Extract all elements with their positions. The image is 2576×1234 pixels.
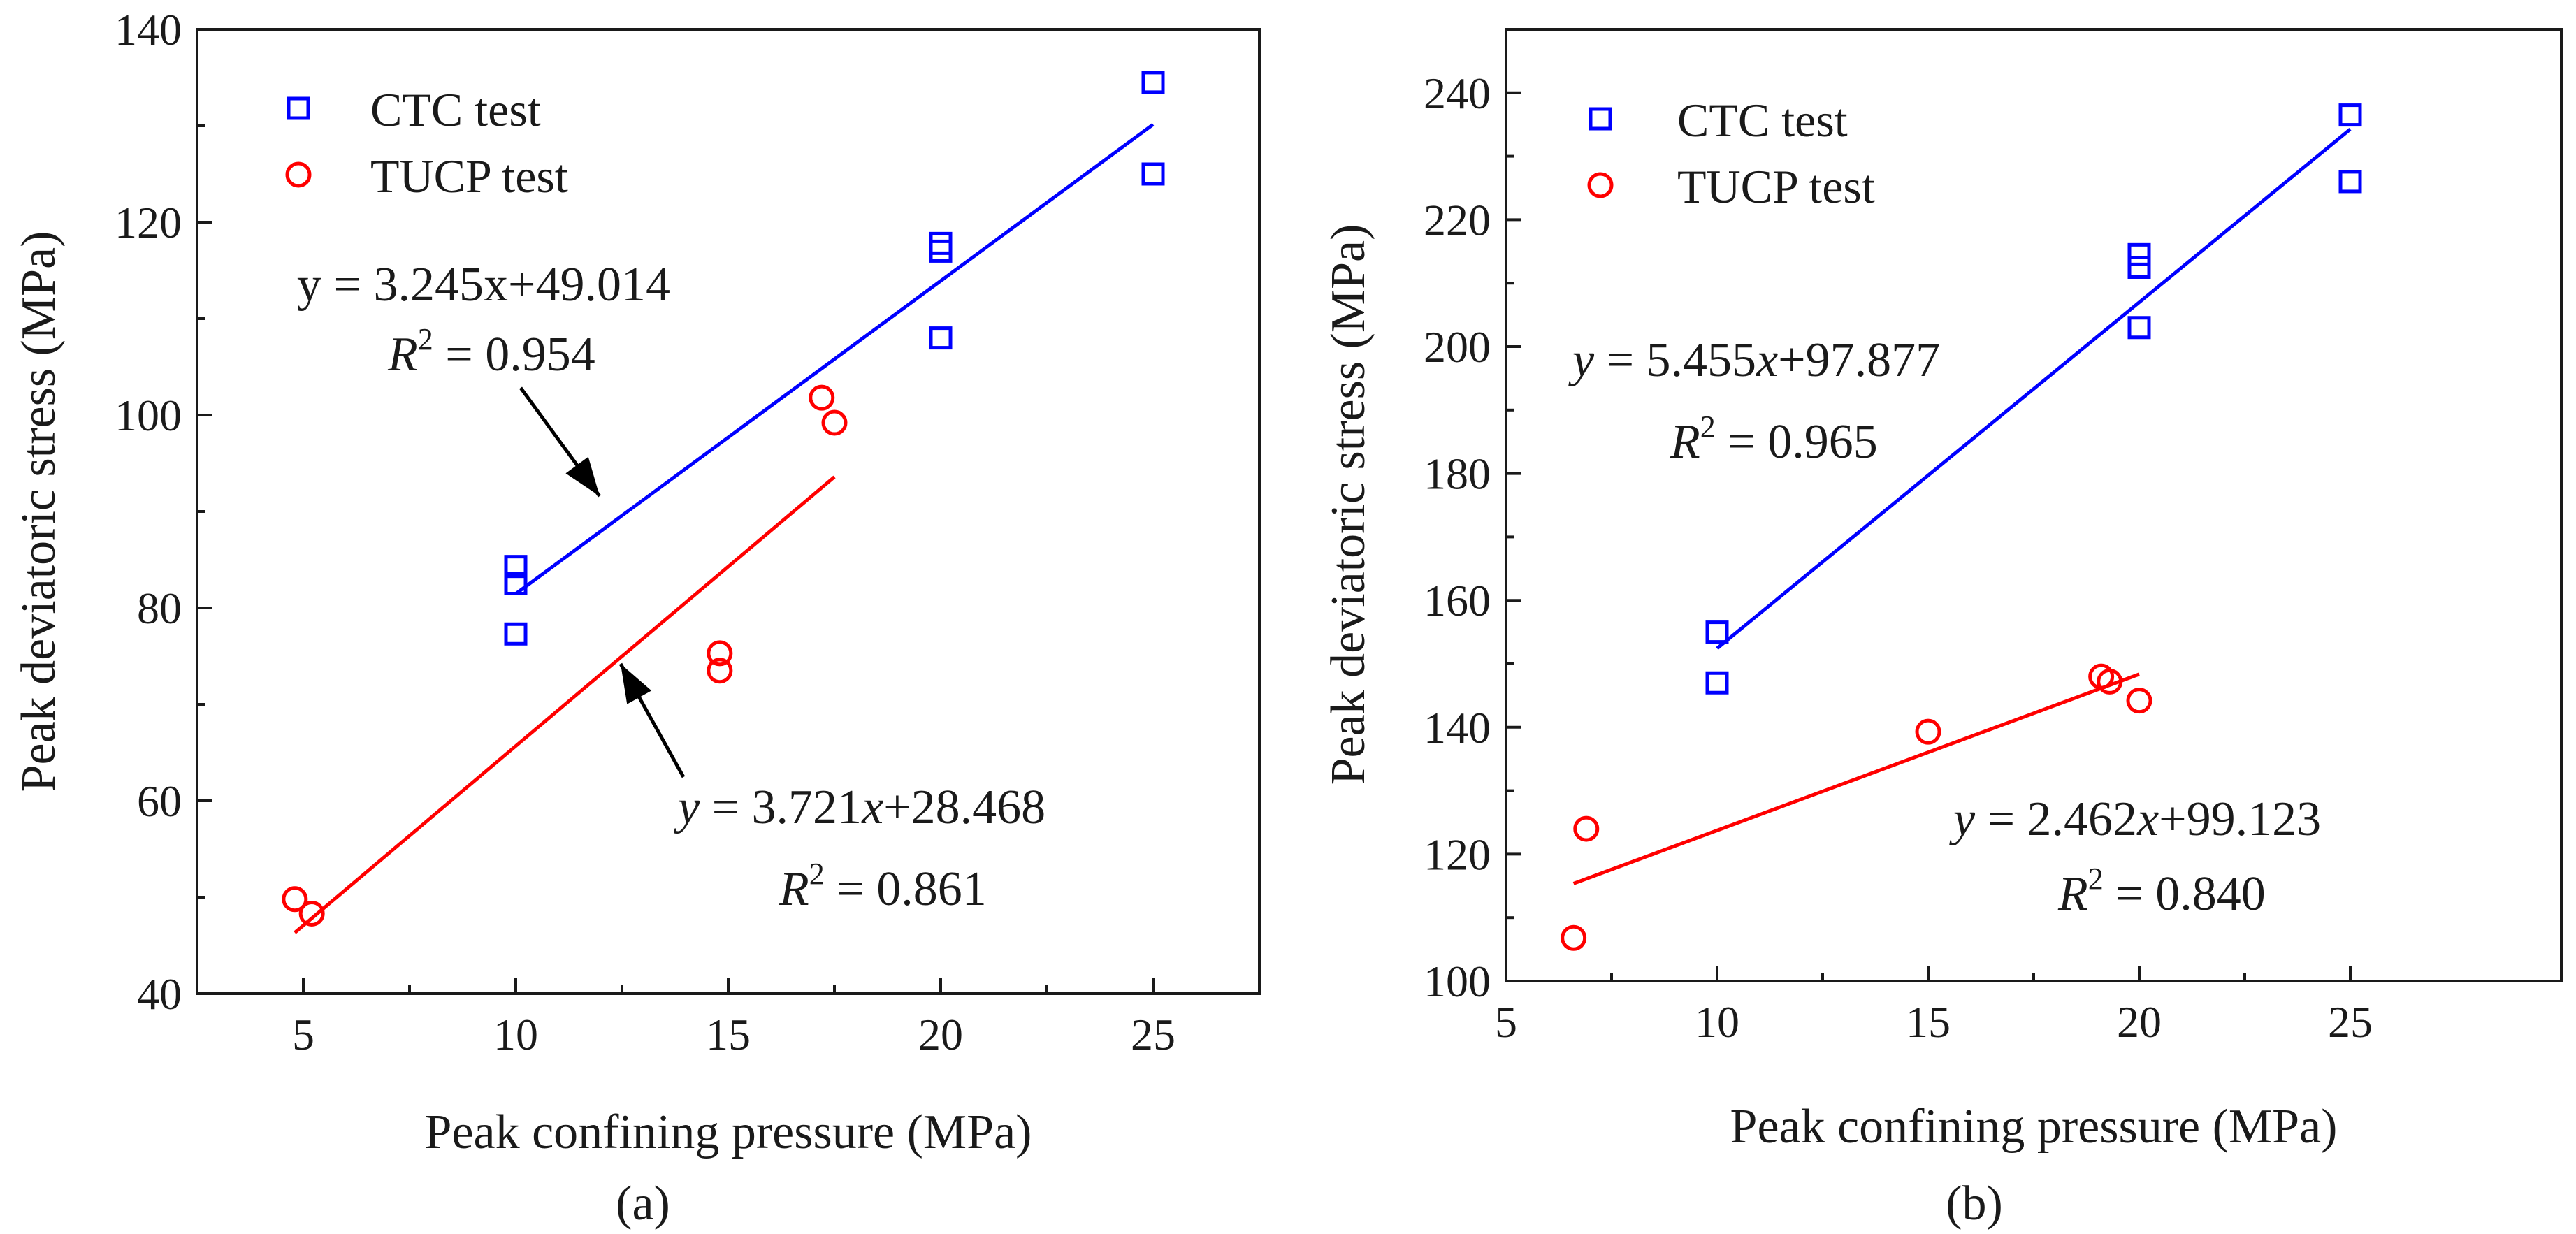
data-point-tucp-b xyxy=(1573,815,1600,842)
data-point-ctc-b xyxy=(1705,671,1729,695)
fit-line-tucp-b xyxy=(1572,672,2140,885)
x-tick-label-b: 15 xyxy=(1906,997,1951,1047)
equation-ctc-b: y = 5.455x+97.877 xyxy=(1568,333,1940,387)
data-points-b xyxy=(1561,103,2362,951)
x-tick-label-b: 5 xyxy=(1495,997,1517,1047)
legend-a: CTC test TUCP test xyxy=(285,83,568,203)
y-tick-label-a: 140 xyxy=(115,5,182,55)
data-point-ctc-b xyxy=(2338,103,2362,127)
ticks-a: 5 10 15 20 25 40 60 80 100 120 140 xyxy=(115,5,1175,1059)
data-point-tucp-a xyxy=(821,409,848,436)
y-tick-label-b: 240 xyxy=(1424,68,1491,118)
y-tick-label-b: 100 xyxy=(1424,957,1491,1006)
data-point-tucp-a xyxy=(282,886,308,913)
y-tick-label-a: 40 xyxy=(137,969,182,1019)
legend-marker-tucp-b xyxy=(1587,172,1614,198)
x-axis-title-a: Peak confining pressure (MPa) xyxy=(425,1105,1032,1159)
r2-ctc-a: R2 = 0.954 xyxy=(387,322,595,382)
legend-label-ctc-b: CTC test xyxy=(1677,94,1848,147)
x-tick-label-a: 25 xyxy=(1131,1010,1175,1059)
y-tick-label-b: 220 xyxy=(1424,195,1491,245)
data-point-ctc-b xyxy=(2127,256,2151,279)
fit-lines-b xyxy=(1572,128,2352,885)
data-point-ctc-a xyxy=(1141,162,1165,186)
y-axis-title-b: Peak deviatoric stress (MPa) xyxy=(1322,224,1375,785)
data-point-ctc-a xyxy=(929,326,953,350)
fit-line-tucp-a xyxy=(294,475,836,934)
x-tick-label-b: 20 xyxy=(2117,997,2162,1047)
x-tick-label-a: 20 xyxy=(918,1010,963,1059)
data-point-tucp-b xyxy=(1561,924,1587,951)
y-tick-label-a: 100 xyxy=(115,391,182,440)
panel-a: 5 10 15 20 25 40 60 80 100 120 140 CTC test TUCP t… xyxy=(12,5,1261,1231)
data-point-ctc-a xyxy=(929,231,953,255)
panel-label-a: (a) xyxy=(616,1177,670,1231)
data-point-ctc-a xyxy=(504,572,528,595)
fit-lines-a xyxy=(294,123,1155,934)
panel-label-b: (b) xyxy=(1946,1177,2003,1231)
data-point-ctc-a xyxy=(504,622,528,646)
data-point-ctc-a xyxy=(929,239,953,263)
arrow-tucp-a-head xyxy=(621,664,652,704)
legend-marker-tucp-a xyxy=(285,161,312,188)
y-tick-label-a: 80 xyxy=(137,583,182,633)
data-point-tucp-b xyxy=(2126,688,2152,714)
x-tick-label-b: 25 xyxy=(2328,997,2373,1047)
data-point-ctc-a xyxy=(504,555,528,579)
data-point-tucp-a xyxy=(298,900,325,927)
y-tick-label-b: 140 xyxy=(1424,703,1491,753)
x-axis-title-b: Peak confining pressure (MPa) xyxy=(1730,1100,2338,1154)
plot-frame-a xyxy=(196,28,1261,995)
y-axis-title-a: Peak deviatoric stress (MPa) xyxy=(12,231,66,792)
y-tick-label-b: 120 xyxy=(1424,829,1491,879)
data-point-ctc-b xyxy=(2127,316,2151,340)
fit-line-ctc-a xyxy=(514,123,1155,595)
r2-ctc-b: R2 = 0.965 xyxy=(1670,409,1878,469)
data-points-a xyxy=(282,71,1165,927)
y-tick-label-b: 200 xyxy=(1424,322,1491,372)
data-point-tucp-a xyxy=(707,640,733,667)
legend-label-tucp-a: TUCP test xyxy=(370,150,568,203)
equation-tucp-a: y = 3.721x+28.468 xyxy=(674,781,1045,834)
y-tick-label-b: 180 xyxy=(1424,449,1491,499)
r2-tucp-b: R2 = 0.840 xyxy=(2057,862,2266,921)
ticks-b: 5 10 15 20 25 100 120 140 160 180 200 220 240 xyxy=(1424,68,2373,1047)
legend-label-tucp-b: TUCP test xyxy=(1677,160,1875,213)
r2-tucp-a: R2 = 0.861 xyxy=(779,857,987,916)
y-tick-label-a: 120 xyxy=(115,198,182,247)
y-tick-label-b: 160 xyxy=(1424,576,1491,625)
fit-line-ctc-b xyxy=(1716,128,2352,650)
equation-ctc-a: y = 3.245x+49.014 xyxy=(297,258,670,312)
x-tick-label-a: 5 xyxy=(292,1010,314,1059)
panel-b: 5 10 15 20 25 100 120 140 160 180 200 220 240 CTC te… xyxy=(1322,28,2563,1231)
x-tick-label-a: 10 xyxy=(493,1010,538,1059)
data-point-tucp-b xyxy=(1915,718,1941,745)
data-point-ctc-a xyxy=(1141,71,1165,94)
legend-marker-ctc-a xyxy=(287,96,310,120)
legend-b: CTC test TUCP test xyxy=(1587,94,1875,213)
annotation-arrows-a xyxy=(519,386,686,778)
y-tick-label-a: 60 xyxy=(137,776,182,826)
x-tick-label-b: 10 xyxy=(1695,997,1739,1047)
arrow-ctc-a-head xyxy=(565,456,600,496)
data-point-ctc-b xyxy=(1705,620,1729,644)
data-point-ctc-b xyxy=(2127,242,2151,266)
data-point-tucp-b xyxy=(2097,668,2123,695)
data-point-tucp-a xyxy=(707,658,733,684)
legend-label-ctc-a: CTC test xyxy=(370,83,541,136)
legend-marker-ctc-b xyxy=(1589,107,1612,131)
data-point-tucp-a xyxy=(809,384,835,411)
equation-tucp-b: y = 2.462x+99.123 xyxy=(1949,792,2321,846)
x-tick-label-a: 15 xyxy=(706,1010,751,1059)
data-point-ctc-b xyxy=(2338,170,2362,194)
